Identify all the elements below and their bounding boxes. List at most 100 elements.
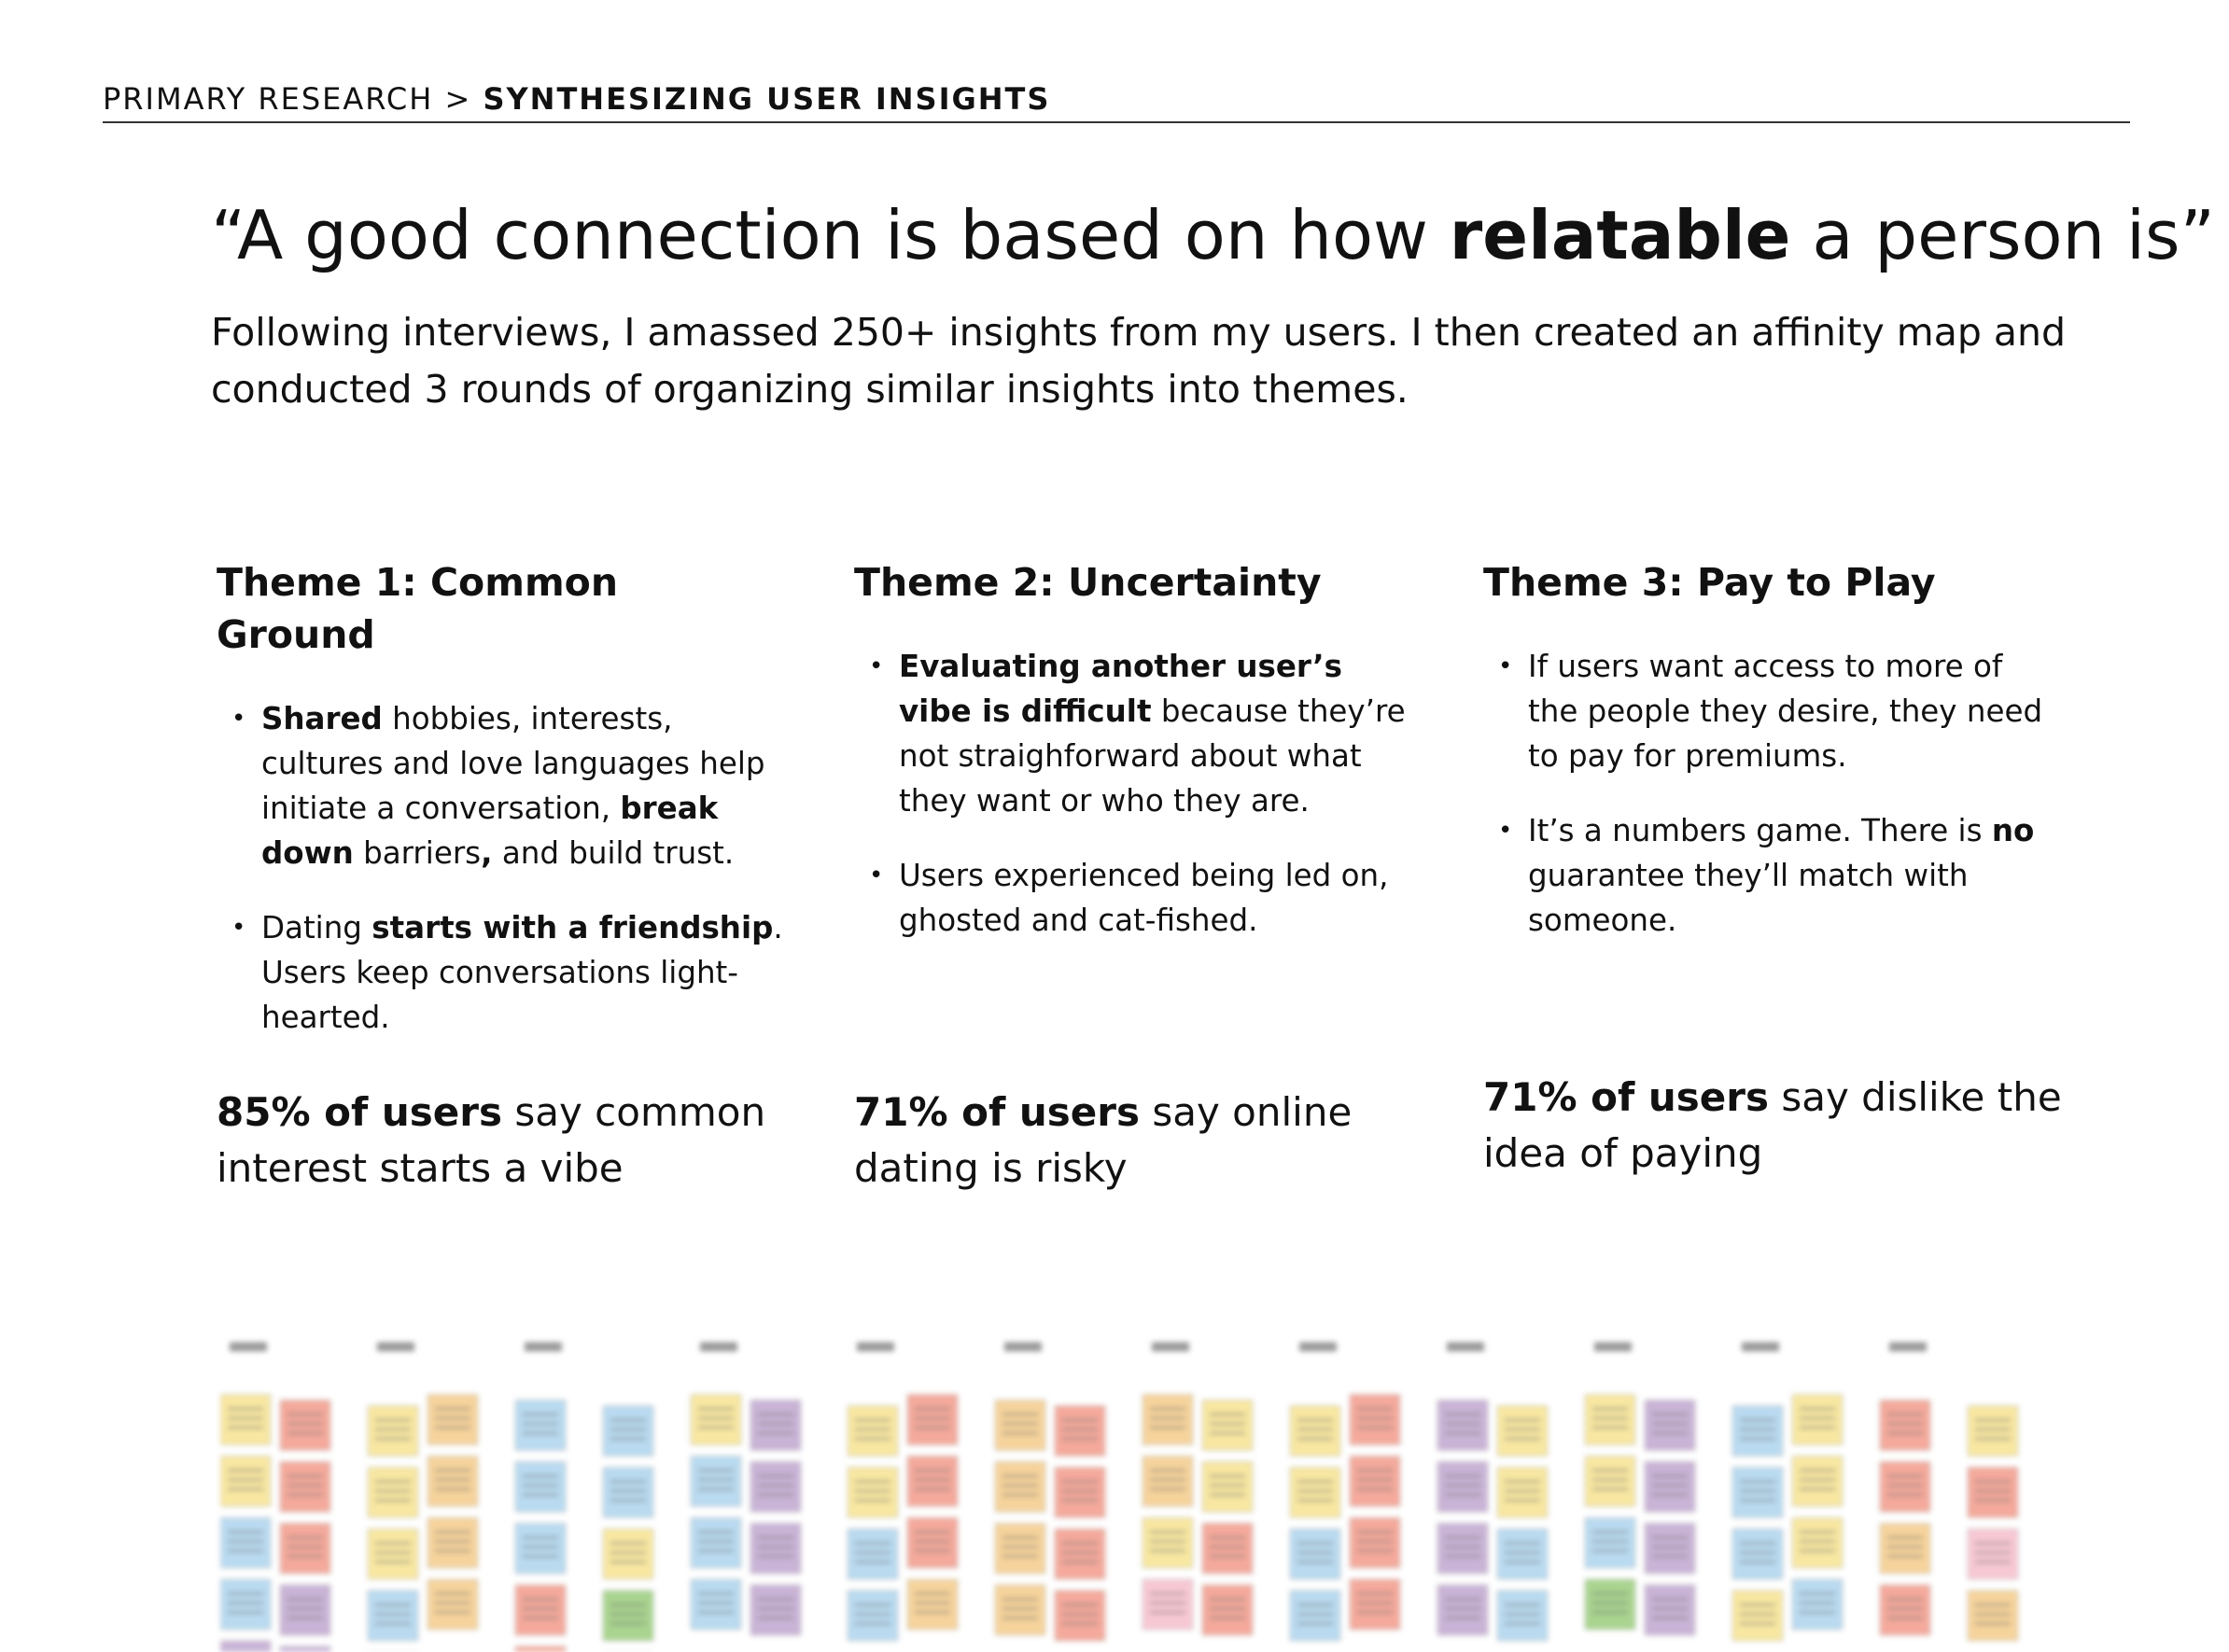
sticky-note-scribble bbox=[375, 1490, 411, 1492]
sticky-note-scribble bbox=[698, 1592, 734, 1595]
breadcrumb-separator: > bbox=[444, 81, 472, 117]
sticky-note-scribble bbox=[915, 1549, 950, 1552]
sticky-note bbox=[367, 1589, 419, 1642]
stat-theme-1: 85% of users say common interest starts … bbox=[217, 1085, 795, 1197]
sticky-note bbox=[1879, 1399, 1931, 1451]
sticky-note-scribble bbox=[1210, 1546, 1245, 1548]
sticky-note-scribble bbox=[1297, 1603, 1333, 1606]
sticky-note-scribble bbox=[1150, 1478, 1185, 1481]
sticky-note-scribble bbox=[610, 1603, 646, 1606]
sticky-note-scribble bbox=[1062, 1499, 1098, 1502]
breadcrumb-section: PRIMARY RESEARCH bbox=[103, 81, 434, 117]
sticky-note-scribble bbox=[1210, 1484, 1245, 1487]
sticky-note-scribble bbox=[915, 1531, 950, 1533]
sticky-note bbox=[994, 1584, 1046, 1636]
theme-title: Theme 1: Common Ground bbox=[217, 560, 619, 657]
sticky-note-scribble bbox=[610, 1561, 646, 1563]
bullet-item: Evaluating another user’s vibe is diffic… bbox=[869, 644, 1423, 823]
sticky-note-scribble bbox=[1975, 1613, 2011, 1616]
sticky-note-scribble bbox=[610, 1622, 646, 1625]
sticky-note-scribble bbox=[1740, 1419, 1775, 1421]
sticky-note-scribble bbox=[287, 1598, 323, 1601]
stat-text: say online dating is risky bbox=[854, 1089, 1353, 1191]
sticky-note bbox=[1879, 1461, 1931, 1513]
sticky-note-scribble bbox=[1740, 1603, 1775, 1606]
sticky-note-scribble bbox=[1002, 1555, 1038, 1558]
sticky-note-scribble bbox=[523, 1617, 558, 1619]
sticky-note-scribble bbox=[523, 1536, 558, 1539]
sticky-note-scribble bbox=[287, 1475, 323, 1477]
sticky-note-scribble bbox=[1445, 1432, 1480, 1435]
sticky-note-scribble bbox=[758, 1422, 793, 1425]
sticky-note-scribble bbox=[228, 1417, 263, 1420]
sticky-note-scribble bbox=[1505, 1499, 1540, 1502]
sticky-note bbox=[1879, 1522, 1931, 1575]
bullet-text: hobbies, interests, cultures and love la… bbox=[261, 701, 765, 826]
sticky-note-scribble bbox=[1505, 1490, 1540, 1492]
sticky-note bbox=[750, 1399, 802, 1451]
sticky-note-scribble bbox=[915, 1426, 950, 1429]
sticky-note bbox=[1201, 1461, 1254, 1513]
sticky-note-scribble bbox=[855, 1480, 890, 1483]
sticky-note-scribble bbox=[1210, 1598, 1245, 1601]
sticky-note-scribble bbox=[1800, 1469, 1835, 1472]
theme-bullets: Shared hobbies, interests, cultures and … bbox=[217, 696, 786, 1040]
sticky-note bbox=[514, 1645, 567, 1652]
sticky-note-scribble bbox=[1592, 1417, 1628, 1420]
sticky-note-scribble bbox=[1150, 1592, 1185, 1595]
sticky-note-scribble bbox=[1887, 1617, 1923, 1619]
sticky-note bbox=[1731, 1528, 1784, 1580]
sticky-note-scribble bbox=[855, 1419, 890, 1421]
sticky-note bbox=[847, 1589, 899, 1642]
sticky-note-scribble bbox=[1062, 1561, 1098, 1563]
sticky-note-scribble bbox=[1887, 1536, 1923, 1539]
stat-highlight: 71% of users bbox=[854, 1089, 1140, 1135]
sticky-note bbox=[279, 1461, 331, 1513]
sticky-note-scribble bbox=[523, 1432, 558, 1435]
sticky-note-scribble bbox=[435, 1407, 470, 1410]
sticky-note-scribble bbox=[698, 1531, 734, 1533]
sticky-note-scribble bbox=[1740, 1542, 1775, 1545]
sticky-note-scribble bbox=[1975, 1622, 2011, 1625]
intro-paragraph: Following interviews, I amassed 250+ ins… bbox=[211, 310, 2067, 412]
sticky-note-scribble bbox=[855, 1613, 890, 1616]
theme-bullets: If users want access to more of the peop… bbox=[1483, 644, 2053, 943]
bullet-text: guarantee they’ll match with someone. bbox=[1528, 858, 1969, 938]
sticky-note-scribble bbox=[287, 1546, 323, 1548]
sticky-note-scribble bbox=[1445, 1475, 1480, 1477]
sticky-note-scribble bbox=[435, 1611, 470, 1614]
headline-before: “A good connection is based on how bbox=[211, 196, 1450, 274]
sticky-note-scribble bbox=[1592, 1602, 1628, 1604]
sticky-note-scribble bbox=[1505, 1542, 1540, 1545]
sticky-note-scribble bbox=[228, 1407, 263, 1410]
sticky-note-scribble bbox=[375, 1437, 411, 1440]
sticky-note-scribble bbox=[523, 1484, 558, 1487]
sticky-note-scribble bbox=[435, 1531, 470, 1533]
sticky-note bbox=[1054, 1589, 1106, 1642]
sticky-note-scribble bbox=[1740, 1499, 1775, 1502]
sticky-note bbox=[514, 1584, 567, 1636]
headline-after: a person is” bbox=[1790, 196, 2215, 274]
sticky-note bbox=[1584, 1393, 1636, 1446]
sticky-note-scribble bbox=[1210, 1617, 1245, 1619]
sticky-note-scribble bbox=[1592, 1469, 1628, 1472]
sticky-note-scribble bbox=[915, 1602, 950, 1604]
sticky-note-scribble bbox=[610, 1437, 646, 1440]
sticky-note bbox=[602, 1405, 654, 1457]
sticky-note-scribble bbox=[698, 1602, 734, 1604]
sticky-note-scribble bbox=[1800, 1549, 1835, 1552]
sticky-note bbox=[1731, 1466, 1784, 1519]
theme-column-1: Theme 1: Common Ground Shared hobbies, i… bbox=[217, 556, 786, 1070]
sticky-note-scribble bbox=[1592, 1478, 1628, 1481]
sticky-note bbox=[690, 1517, 742, 1569]
sticky-note bbox=[220, 1455, 272, 1507]
sticky-note-scribble bbox=[1357, 1531, 1393, 1533]
sticky-note-scribble bbox=[1975, 1542, 2011, 1545]
sticky-note-scribble bbox=[1975, 1603, 2011, 1606]
sticky-note-scribble bbox=[1002, 1546, 1038, 1548]
bullet-bold-text: break down bbox=[261, 791, 719, 871]
bullet-text: Users experienced being led on, ghosted … bbox=[899, 858, 1389, 938]
stat-theme-3: 71% of users say dislike the idea of pay… bbox=[1483, 1070, 2062, 1182]
sticky-note-scribble bbox=[523, 1422, 558, 1425]
sticky-note-scribble bbox=[758, 1617, 793, 1619]
